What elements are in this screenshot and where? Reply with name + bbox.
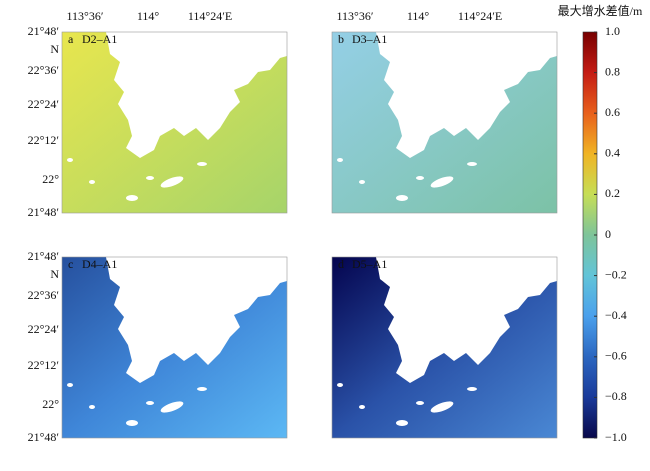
y-label: 22°: [42, 397, 59, 411]
panel-frame: [331, 31, 558, 214]
colorbar-tick-label: −0.8: [605, 389, 627, 403]
y-label: 22°36′: [28, 63, 60, 77]
colorbar-tick-label: −0.2: [605, 267, 627, 281]
panel-title: D5–A1: [352, 257, 387, 271]
colorbar-tick-label: −0.6: [605, 349, 627, 363]
colorbar-tick-label: 0: [605, 227, 611, 241]
panel-frame: [61, 256, 288, 439]
y-label: 22°36′: [28, 288, 60, 302]
panel-label: a: [68, 32, 74, 46]
map-panel: c D4–A1: [61, 256, 288, 439]
colorbar-tick-label: 0.8: [605, 64, 620, 78]
panel-title: D2–A1: [82, 32, 117, 46]
colorbar-title: 最大增水差值/m: [558, 3, 643, 18]
y-label: 22°24′: [28, 322, 60, 336]
panel-frame: [331, 256, 558, 439]
colorbar-tick-label: 1.0: [605, 24, 620, 38]
y-label: 21°48′: [28, 205, 60, 219]
x-label: 114°: [137, 9, 160, 23]
x-label: 114°24′E: [458, 9, 502, 23]
panel-label: d: [338, 257, 344, 271]
panel-label: c: [68, 257, 73, 271]
colorbar-tick-label: 0.2: [605, 186, 620, 200]
y-label: 22°12′: [28, 358, 60, 372]
panel-label: b: [338, 32, 344, 46]
colorbar-tick-label: −1.0: [605, 430, 627, 444]
x-label: 113°36′: [337, 9, 374, 23]
panel-title: D3–A1: [352, 32, 387, 46]
map-panel: b D3–A1: [331, 31, 558, 214]
y-label: 21°48′: [28, 249, 60, 263]
y-label: N: [50, 267, 59, 281]
y-label: 22°24′: [28, 97, 60, 111]
map-panel: a D2–A1: [61, 31, 288, 214]
y-label: 21°48′: [28, 430, 60, 444]
y-label: N: [50, 42, 59, 56]
y-label: 21°48′: [28, 24, 60, 38]
y-label: 22°12′: [28, 133, 60, 147]
colorbar-tick-label: 0.6: [605, 105, 620, 119]
map-panel: d D5–A1: [331, 256, 558, 439]
colorbar-tick-label: 0.4: [605, 146, 620, 160]
y-label: 22°: [42, 172, 59, 186]
panel-frame: [61, 31, 288, 214]
x-label: 113°36′: [67, 9, 104, 23]
x-label: 114°: [407, 9, 430, 23]
x-label: 114°24′E: [188, 9, 232, 23]
panel-title: D4–A1: [82, 257, 117, 271]
colorbar-tick-label: −0.4: [605, 308, 627, 322]
